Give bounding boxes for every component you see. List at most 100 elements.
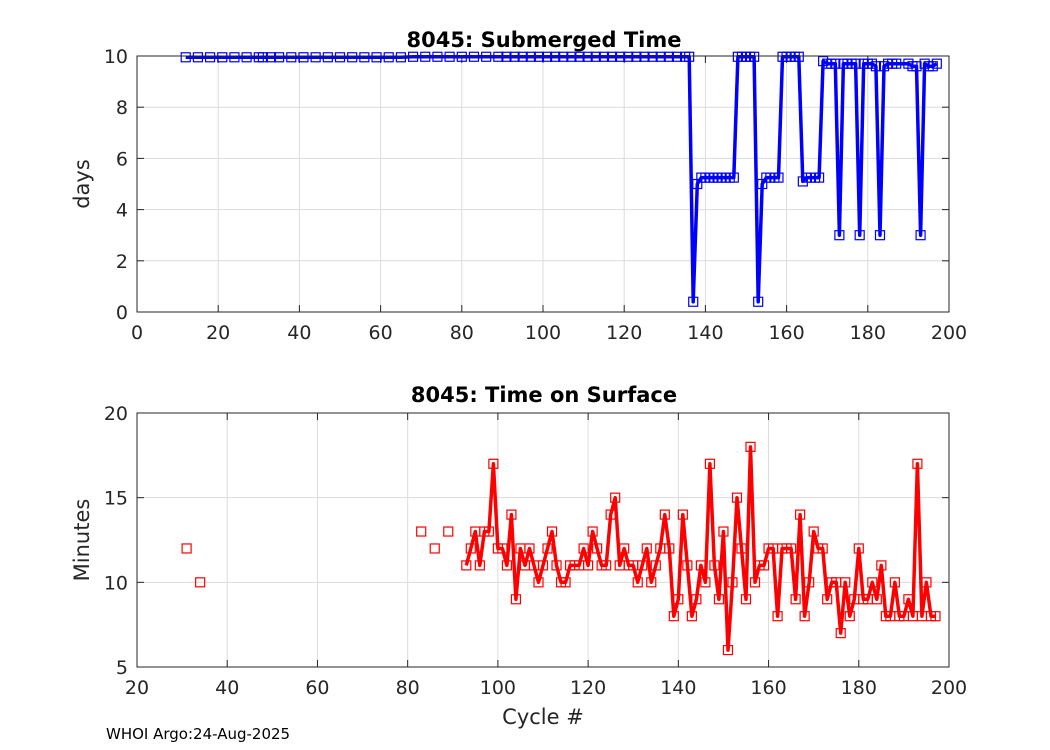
- data-point: [474, 560, 485, 571]
- data-point: [891, 58, 902, 69]
- y-tick-label: 10: [104, 46, 128, 68]
- data-point: [931, 58, 942, 69]
- y-tick-label: 10: [104, 572, 128, 594]
- data-point: [871, 594, 882, 605]
- data-point: [610, 492, 621, 503]
- x-tick-label: 40: [215, 677, 239, 699]
- data-point: [598, 51, 610, 62]
- y-tick-label: 4: [116, 200, 128, 222]
- data-point: [631, 51, 642, 62]
- data-point: [889, 577, 900, 588]
- data-point: [619, 543, 630, 554]
- x-axis-label: Cycle #: [502, 705, 584, 729]
- data-point: [659, 509, 670, 520]
- data-point: [830, 58, 841, 69]
- data-point: [558, 51, 569, 62]
- footer-note: WHOI Argo:24-Aug-2025: [106, 725, 291, 743]
- data-point: [444, 51, 455, 62]
- data-point: [615, 51, 626, 62]
- data-point: [695, 560, 706, 571]
- data-point: [840, 577, 851, 588]
- data-point: [420, 51, 431, 62]
- x-tick-label: 60: [305, 677, 329, 699]
- y-tick-label: 6: [116, 148, 128, 170]
- time-on-surface-chart: 8045: Time on Surface Minutes Cycle # 20…: [70, 383, 967, 729]
- data-point: [740, 594, 752, 605]
- data-point: [637, 560, 648, 571]
- data-point: [677, 509, 688, 520]
- data-point: [347, 52, 358, 63]
- x-tick-label: 180: [841, 677, 877, 699]
- data-point: [682, 560, 693, 571]
- x-tick-label: 200: [931, 677, 967, 699]
- data-point: [578, 543, 589, 554]
- data-point: [915, 230, 926, 241]
- y-tick-label: 20: [104, 403, 128, 425]
- data-point: [493, 51, 504, 62]
- data-point: [506, 509, 517, 520]
- x-tick-label: 180: [850, 322, 886, 344]
- x-tick-label: 100: [480, 677, 516, 699]
- data-point: [517, 51, 528, 62]
- y-tick-label: 15: [104, 488, 128, 510]
- y-tick-label: 0: [116, 302, 128, 324]
- data-point: [673, 594, 684, 605]
- chart-title: 8045: Time on Surface: [411, 383, 677, 407]
- data-point: [930, 611, 941, 622]
- x-tick-label: 160: [768, 322, 804, 344]
- data-point: [497, 543, 508, 554]
- data-point: [639, 51, 650, 62]
- data-point: [560, 577, 571, 588]
- data-point: [817, 543, 828, 554]
- data-point: [684, 51, 695, 62]
- data-point: [443, 526, 454, 537]
- data-point: [844, 611, 855, 622]
- x-tick-label: 140: [687, 322, 723, 344]
- data-point: [704, 458, 716, 469]
- x-tick-label: 160: [750, 677, 786, 699]
- data-point: [799, 611, 810, 622]
- x-tick-label: 60: [369, 322, 393, 344]
- data-point: [671, 51, 683, 62]
- data-point: [407, 51, 419, 62]
- data-point: [310, 52, 321, 63]
- x-tick-label: 200: [931, 322, 967, 344]
- data-point: [217, 52, 228, 63]
- data-point: [700, 577, 711, 588]
- data-point: [663, 51, 674, 62]
- data-point: [713, 594, 725, 605]
- data-point: [773, 172, 784, 183]
- data-point: [668, 611, 679, 622]
- data-point: [874, 230, 886, 241]
- data-point: [537, 560, 549, 571]
- x-tick-label: 20: [125, 677, 149, 699]
- submerged-time-chart: 8045: Submerged Time days 0 20 40 60 80 100 12…: [70, 28, 967, 344]
- data-point: [181, 543, 192, 554]
- data-point: [728, 172, 739, 183]
- plot-frame: [136, 55, 950, 313]
- data-point: [483, 526, 494, 537]
- data-point: [912, 458, 923, 469]
- x-tick-label: 40: [287, 322, 311, 344]
- data-point: [686, 611, 697, 622]
- x-tick-label: 20: [206, 322, 230, 344]
- data-point: [793, 51, 804, 62]
- data-point: [646, 577, 657, 588]
- data-point: [501, 51, 512, 62]
- data-point: [853, 543, 864, 554]
- data-point: [533, 51, 545, 62]
- data-point: [749, 51, 760, 62]
- data-point: [551, 560, 562, 571]
- data-point: [736, 543, 747, 554]
- x-tick-label: 120: [570, 677, 606, 699]
- data-point: [566, 51, 577, 62]
- data-point: [623, 51, 634, 62]
- data-point: [465, 543, 476, 554]
- data-point: [664, 543, 675, 554]
- y-tick-label: 2: [116, 251, 128, 273]
- data-point: [813, 172, 825, 183]
- data-point: [542, 543, 553, 554]
- x-tick-label: 80: [450, 322, 474, 344]
- data-point: [722, 644, 734, 656]
